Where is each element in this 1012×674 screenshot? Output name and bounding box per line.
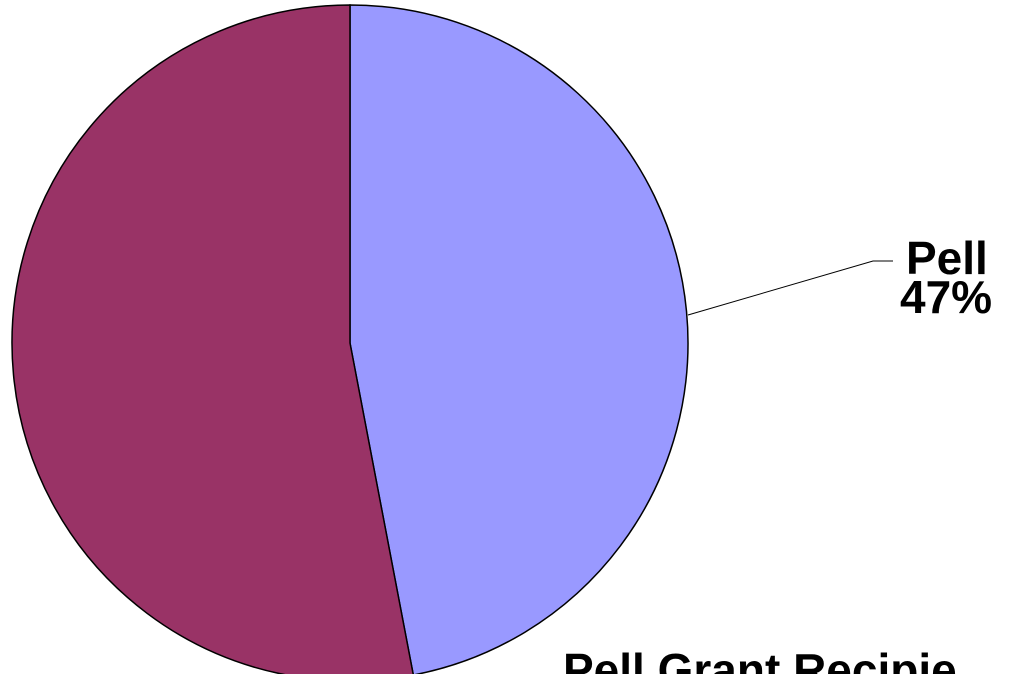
pie-slices <box>11 4 689 674</box>
chart-caption: Pell Grant Recipie <box>563 644 957 674</box>
pell-slice-label: Pell <box>906 232 988 284</box>
pie-slice-pell <box>349 4 689 674</box>
pell-slice-percent: 47% <box>900 271 992 323</box>
pie-slice-2 <box>11 4 414 674</box>
pell-leader-line <box>687 260 893 316</box>
